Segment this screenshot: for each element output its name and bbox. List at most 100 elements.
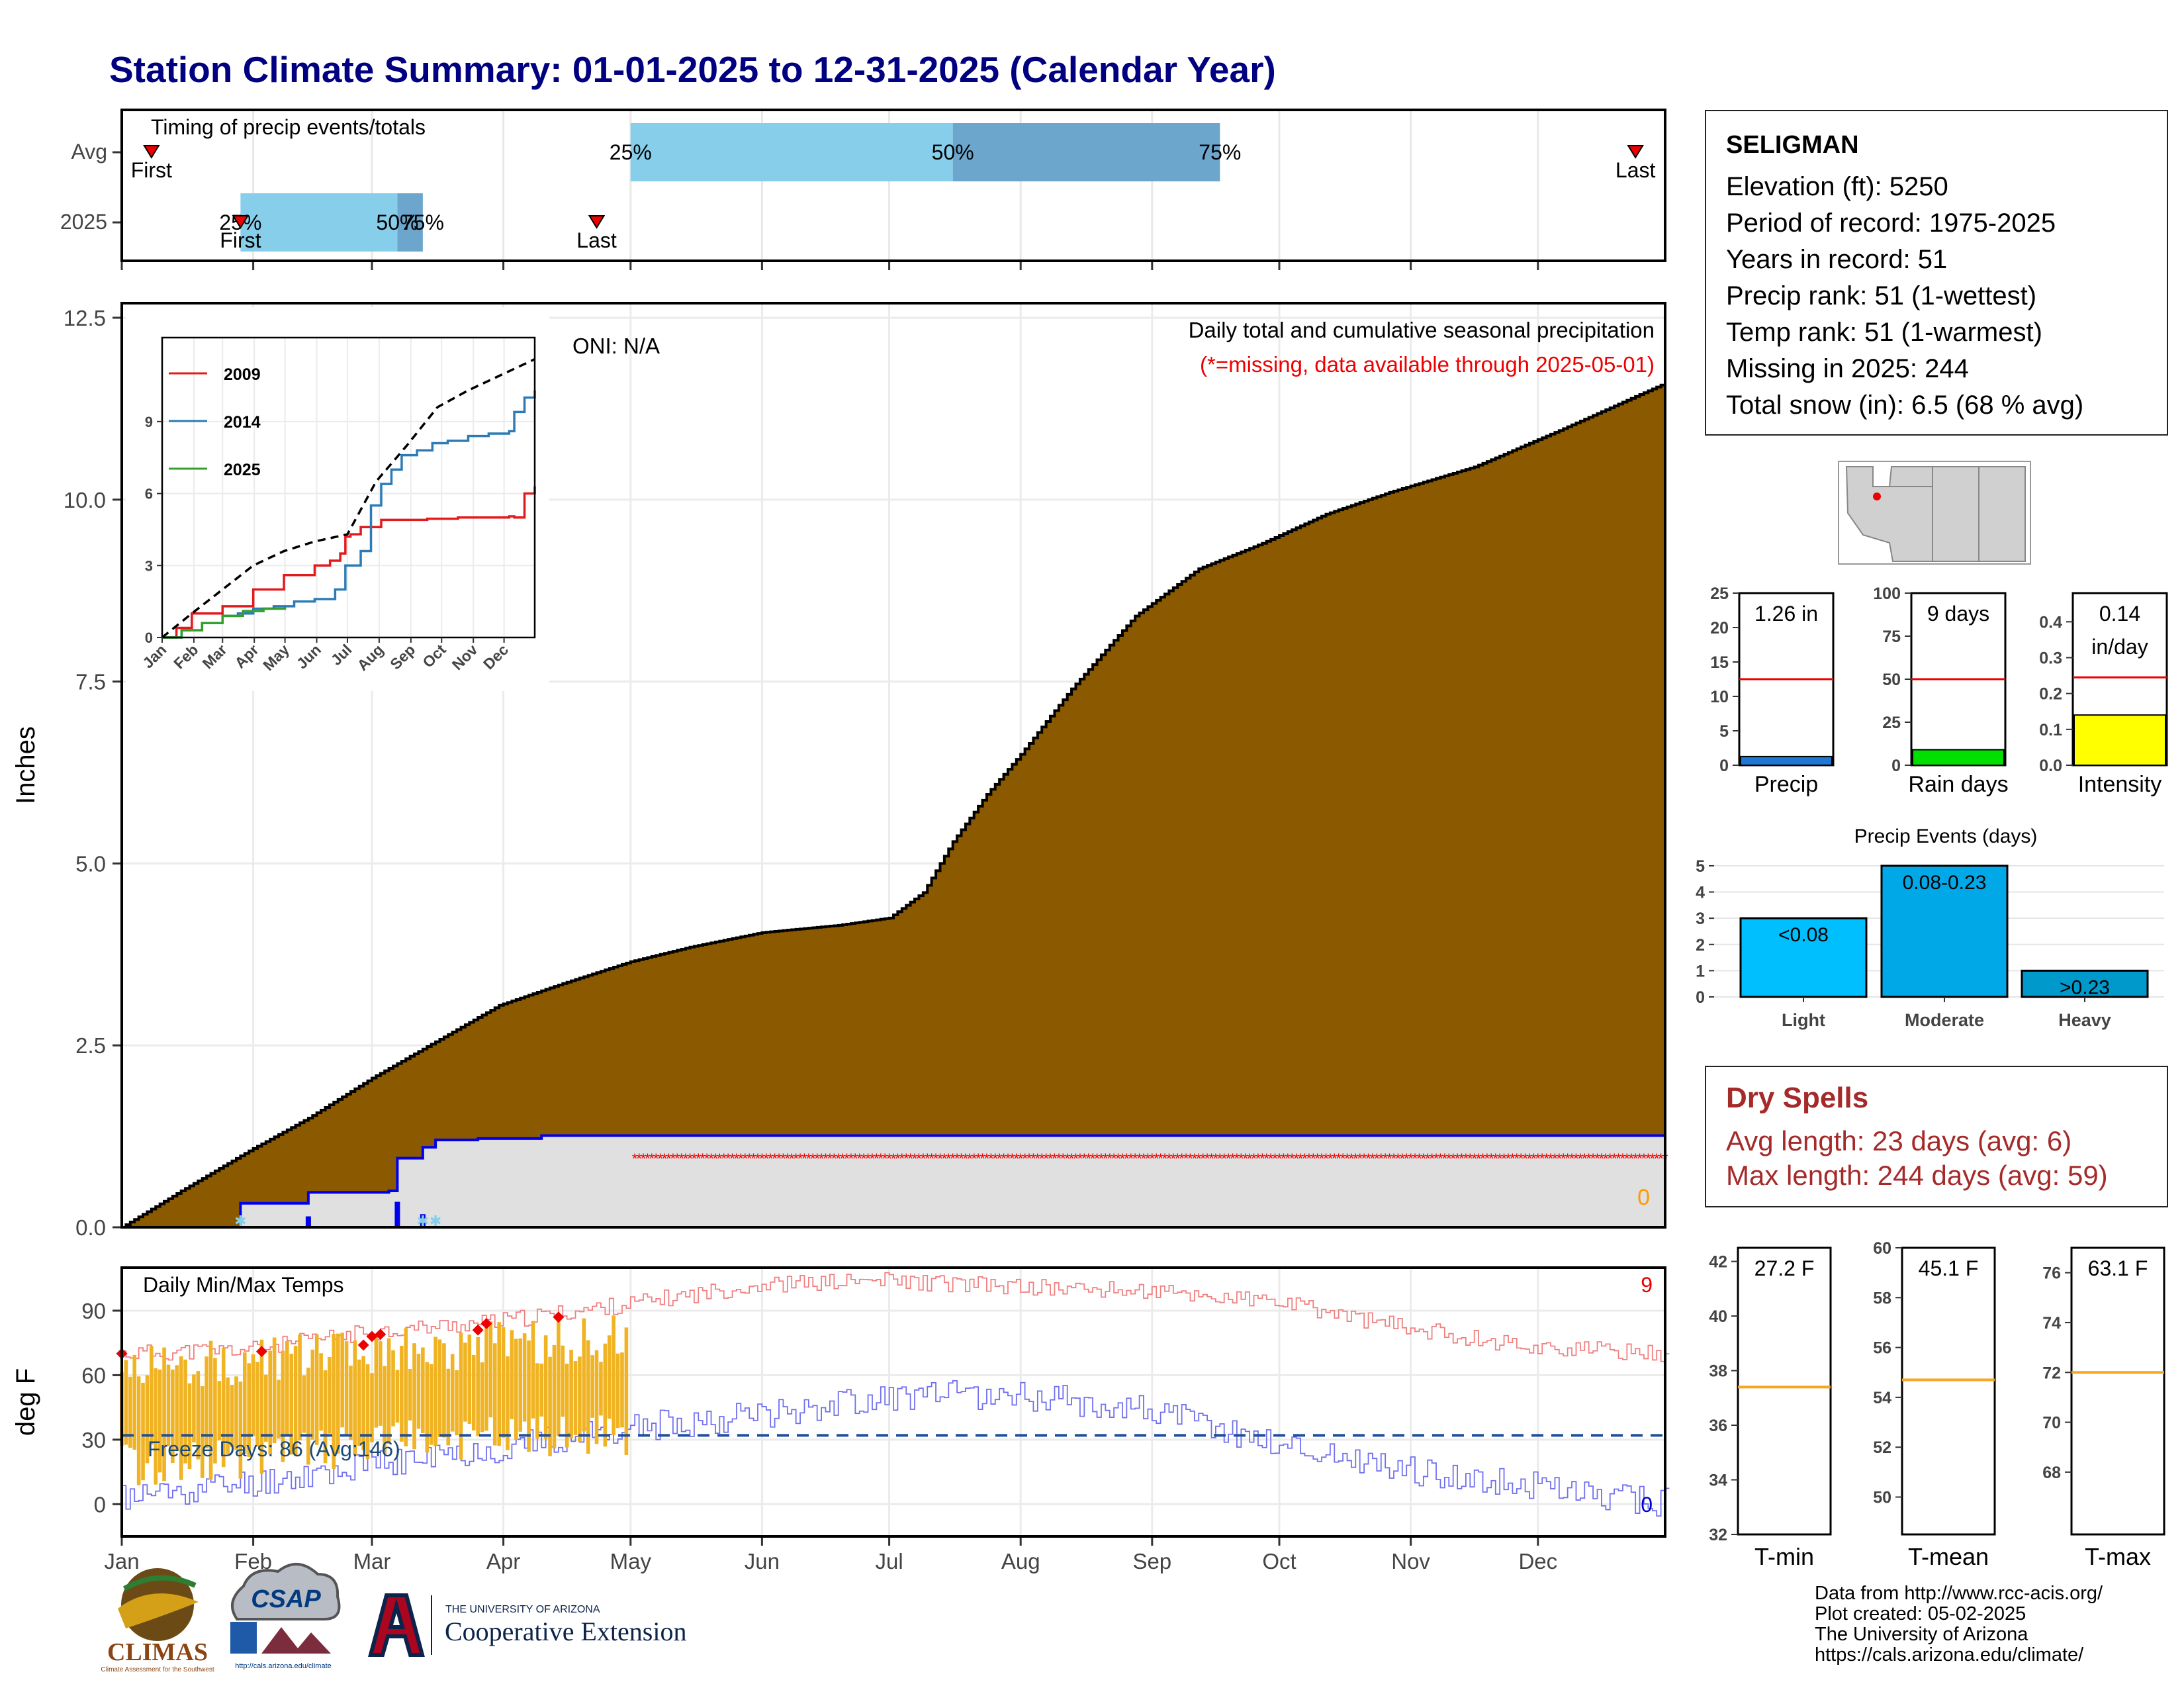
missing-marker: * xyxy=(713,1150,719,1167)
missing-marker: * xyxy=(1633,1150,1639,1167)
temp-y-axis: 0 30 60 90 xyxy=(81,1299,122,1517)
missing-marker: * xyxy=(1111,1150,1117,1167)
csap-logo-text: CSAP xyxy=(251,1585,321,1613)
timing-q25-label-avg: 25% xyxy=(610,140,652,164)
missing-marker: * xyxy=(1353,1150,1359,1167)
missing-marker: * xyxy=(1365,1150,1371,1167)
daily-precip-bar-0 xyxy=(305,1216,311,1227)
daily-precip-bar-1 xyxy=(394,1201,400,1227)
inset-background xyxy=(126,307,549,691)
timing-row-avg-label: Avg xyxy=(71,140,107,164)
snowflake-marker-2: ✱ xyxy=(430,1213,441,1229)
temp-bar-label-tmax: T-max xyxy=(2085,1543,2151,1570)
missing-marker: * xyxy=(785,1150,791,1167)
missing-marker: * xyxy=(1450,1150,1456,1167)
observed-temp-bar xyxy=(132,1354,137,1450)
record-high-marker-6 xyxy=(480,1317,492,1329)
mini-bar-ytick-label-precip-0: 0 xyxy=(1719,757,1729,775)
inset-series-line-2009 xyxy=(162,486,536,639)
missing-marker: * xyxy=(1171,1150,1177,1167)
missing-marker: * xyxy=(1060,1150,1066,1167)
missing-marker: * xyxy=(721,1150,727,1167)
observed-temp-bar xyxy=(150,1346,154,1445)
missing-marker: * xyxy=(861,1150,867,1167)
dry-spells-avg-length: Avg length: 23 days (avg: 6) xyxy=(1726,1125,2072,1156)
missing-marker: * xyxy=(899,1150,905,1167)
missing-marker: * xyxy=(734,1150,740,1167)
temp-bar-frame-tmin xyxy=(1737,1246,1832,1536)
observed-temp-bar xyxy=(531,1321,535,1419)
timing-panel-border xyxy=(120,109,1666,262)
observed-temp-bar xyxy=(208,1340,213,1480)
missing-marker: * xyxy=(1501,1150,1507,1167)
mini-bar-value-label-precip: 1.26 in xyxy=(1754,602,1818,626)
missing-marker: * xyxy=(912,1150,918,1167)
missing-marker: * xyxy=(1226,1150,1232,1167)
record-high-marker-2 xyxy=(357,1339,369,1351)
precip-y-axis-title: Inches xyxy=(11,726,40,804)
observed-temp-bar xyxy=(599,1362,603,1416)
avg-cumulative-area xyxy=(122,383,1665,1228)
observed-temp-bar xyxy=(442,1343,446,1438)
dry-spells-box: Dry Spells Avg length: 23 days (avg: 6) … xyxy=(1705,1066,2168,1207)
observed-temp-bar xyxy=(221,1348,226,1468)
missing-marker: * xyxy=(1645,1150,1651,1167)
missing-marker: * xyxy=(1014,1150,1020,1167)
observed-temp-bars xyxy=(120,1315,629,1485)
snowflake-marker-0: ✱ xyxy=(234,1213,246,1229)
missing-marker: * xyxy=(1081,1150,1087,1167)
missing-marker: * xyxy=(747,1150,752,1167)
missing-marker: * xyxy=(1005,1150,1011,1167)
missing-marker: * xyxy=(1179,1150,1185,1167)
mini-bar-charts: 0 5 10 15 20 25 1.26 in Precip 0 25 50 75 100 9 days R… xyxy=(1710,585,2168,797)
station-elevation: Elevation (ft): 5250 xyxy=(1726,172,1948,201)
station-location-marker xyxy=(1873,492,1881,500)
observed-temp-bar xyxy=(344,1341,349,1436)
month-label-9: Oct xyxy=(1262,1549,1296,1573)
mini-bar-value-rain_days xyxy=(1912,749,2005,766)
missing-marker: * xyxy=(662,1150,668,1167)
missing-marker: * xyxy=(1510,1150,1516,1167)
missing-marker: * xyxy=(738,1150,744,1167)
missing-marker: * xyxy=(1128,1150,1134,1167)
observed-temp-bar xyxy=(374,1336,379,1428)
page-title: Station Climate Summary: 01-01-2025 to 1… xyxy=(109,49,1276,90)
observed-temp-bar xyxy=(136,1376,141,1485)
missing-marker: * xyxy=(1205,1150,1210,1167)
missing-marker: * xyxy=(649,1150,655,1167)
observed-temp-bar xyxy=(400,1346,404,1442)
temp-bar-ytick-label-tmean-1: 52 xyxy=(1873,1438,1891,1457)
snow-count: 0 xyxy=(1637,1185,1650,1210)
missing-marker: * xyxy=(1594,1150,1600,1167)
observed-temp-bar xyxy=(289,1353,294,1455)
missing-marker: * xyxy=(1085,1150,1091,1167)
station-name: SELIGMAN xyxy=(1726,131,1859,159)
observed-temp-bar xyxy=(471,1355,476,1430)
mini-bar-ytick-label-intensity-3: 0.3 xyxy=(2039,649,2062,668)
missing-marker: * xyxy=(1442,1150,1448,1167)
missing-marker: * xyxy=(666,1150,672,1167)
missing-marker: * xyxy=(670,1150,676,1167)
temp-bar-ytick-label-tmax-0: 68 xyxy=(2042,1464,2061,1482)
observed-temp-bar xyxy=(205,1356,208,1448)
observed-temp-bar xyxy=(187,1383,192,1470)
precip-panel: ✱ ✱ ✱*************************************… xyxy=(11,302,1668,1240)
missing-marker: * xyxy=(1196,1150,1202,1167)
missing-marker: * xyxy=(1336,1150,1342,1167)
mini-bar-ytick-label-rain_days-4: 100 xyxy=(1873,585,1901,603)
observed-temp-bar xyxy=(501,1327,506,1438)
missing-marker: * xyxy=(1374,1150,1380,1167)
observed-temp-bar xyxy=(404,1328,408,1447)
missing-marker: * xyxy=(755,1150,761,1167)
missing-marker: * xyxy=(1073,1150,1079,1167)
observed-temp-bar xyxy=(548,1356,552,1456)
temp-bar-chart-tmin: 32 34 36 38 40 42 27.2 F T-min xyxy=(1709,1246,1832,1570)
missing-marker: * xyxy=(1535,1150,1541,1167)
mini-bar-ytick-label-intensity-4: 0.4 xyxy=(2039,613,2062,632)
observed-temp-bar xyxy=(259,1339,264,1474)
inset-series-line-2014 xyxy=(162,390,536,639)
record-high-marker-3 xyxy=(366,1331,378,1342)
observed-temp-bar xyxy=(565,1364,569,1448)
mini-bar-ytick-label-precip-4: 20 xyxy=(1710,619,1729,637)
observed-temp-bar xyxy=(192,1374,196,1443)
